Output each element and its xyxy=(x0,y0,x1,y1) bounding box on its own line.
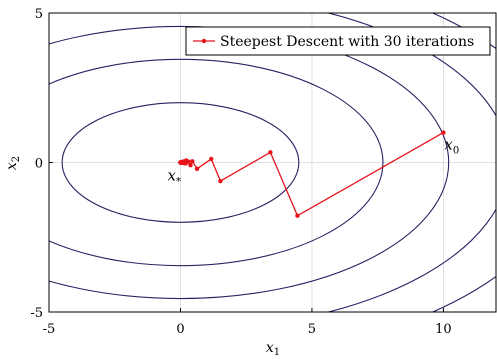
contour-ellipse xyxy=(61,102,300,223)
series-point xyxy=(194,166,200,171)
annotation-xstar-sub: * xyxy=(176,177,181,188)
y-tick-label: 0 xyxy=(35,157,43,172)
x-tick-label: -5 xyxy=(43,322,56,337)
series-point xyxy=(190,159,195,164)
x-tick-label: 5 xyxy=(308,322,316,337)
legend: Steepest Descent with 30 iterations xyxy=(185,26,491,56)
x-tick-label: 10 xyxy=(435,322,452,337)
y-tick-label: -5 xyxy=(30,306,43,321)
y-axis-label: x2 xyxy=(4,156,22,170)
y-axis-label-sub: 2 xyxy=(11,156,22,162)
annotation-xstar: x* xyxy=(167,167,180,188)
series-point xyxy=(295,213,300,218)
series-point xyxy=(178,160,183,165)
series-group xyxy=(178,130,446,218)
legend-marker xyxy=(201,38,207,44)
annotation-xstar-main: x xyxy=(167,167,176,185)
contour-ellipse xyxy=(49,58,384,267)
contour-ellipse xyxy=(49,25,450,300)
ticks: -5 0 5 10 -5 0 5 xyxy=(30,7,451,337)
series-point xyxy=(188,162,193,168)
series-point xyxy=(218,178,223,184)
series-point xyxy=(268,150,273,155)
y-tick-label: 5 xyxy=(35,7,43,22)
x-tick-label: 0 xyxy=(176,322,184,337)
series-point xyxy=(209,156,214,162)
x-axis-label-sub: 1 xyxy=(274,347,280,358)
x-axis-label: x1 xyxy=(266,340,280,358)
grid xyxy=(48,12,496,313)
legend-box xyxy=(185,26,491,56)
x-axis-label-main: x xyxy=(266,340,274,356)
y-axis-label-main: x xyxy=(4,162,20,170)
annotations: x0x* xyxy=(167,136,459,188)
annotation-x0-sub: 0 xyxy=(453,146,459,157)
annotation-x0-main: x xyxy=(444,136,453,154)
annotation-x0: x0 xyxy=(444,136,459,157)
series-point xyxy=(441,130,446,135)
legend-label: Steepest Descent with 30 iterations xyxy=(220,34,474,50)
